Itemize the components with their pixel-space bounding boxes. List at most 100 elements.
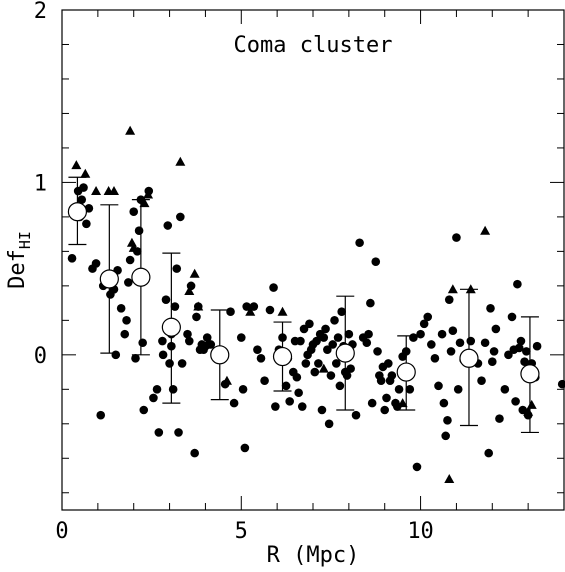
data-point-triangle [128,242,139,252]
data-point-circle [511,397,520,406]
data-point-circle [253,345,262,354]
data-point-circle [355,238,364,248]
data-point-circle [513,279,522,289]
data-point-circle [333,333,343,342]
data-point-circle [416,329,425,339]
data-point-circle [138,338,147,348]
data-point-circle [382,393,391,403]
chart-title: Coma cluster [234,33,393,58]
data-point-circle [423,312,433,322]
y-tick-label: 1 [34,171,47,196]
data-point-triangle [139,198,150,208]
data-point-circle [299,324,309,334]
data-point-circle [152,385,162,394]
data-point-circle [371,257,381,267]
data-point-circle [443,416,452,425]
data-point-circle [77,195,87,204]
data-point-circle [120,329,130,339]
data-point-circle [430,353,440,363]
data-point-circle [134,226,144,235]
data-point-circle [362,338,372,348]
data-point-circle [346,364,355,373]
y-axis-label-sub: HI [16,231,34,249]
data-point-triangle [193,301,204,311]
data-point-circle [79,183,88,192]
data-point-circle [296,336,305,346]
x-tick-label: 10 [407,519,434,544]
data-point-circle [82,219,91,229]
data-point-circle [91,259,101,268]
data-point-circle [183,329,192,339]
data-point-triangle [526,399,537,409]
data-point-triangle [523,406,534,416]
data-point-circle [332,359,341,368]
data-point-circle [495,414,504,423]
data-point-circle [487,357,497,367]
data-point-circle [477,376,486,385]
data-point-triangle [447,284,458,294]
data-point-circle [412,462,422,472]
data-point-circle [149,393,158,403]
data-point-circle [427,340,436,349]
data-point-circle [111,350,121,360]
data-point-circle [500,385,510,394]
data-point-circle [229,398,239,408]
y-tick-labels: 0 1 2 [34,0,47,369]
data-point-circle [165,359,174,368]
data-point-circle [514,343,524,353]
data-point-circle [419,319,429,329]
data-point-circle [437,329,447,339]
data-point-circle [405,385,415,394]
x-tick-labels: 0 5 10 [55,519,433,544]
data-point-triangle [184,286,195,296]
data-point-circle [351,410,361,420]
x-axis-label: R (Mpc) [267,543,360,568]
data-point-triangle [480,225,491,235]
data-point-circle [373,347,382,356]
data-point-triangle [397,398,408,408]
data-point-circle [507,312,517,322]
data-point-circle [364,329,373,339]
data-point-circle [310,367,320,377]
data-point-circle [335,381,345,391]
binned-mean-point [335,343,355,363]
data-point-circle [226,307,235,317]
data-point-circle [491,324,501,334]
data-point-circle [124,278,133,287]
data-point-circle [170,302,180,311]
data-point-triangle [125,125,136,135]
data-point-triangle [245,306,256,316]
data-point-triangle [108,186,119,196]
data-point-circle [466,336,476,346]
data-point-circle [317,405,327,415]
data-point-triangle [126,237,137,247]
data-point-circle [184,336,194,346]
chart-marks [67,125,565,483]
data-point-circle [163,221,173,230]
binned-mean-point [161,317,181,337]
data-point-circle [192,312,201,322]
data-point-circle [453,385,463,394]
data-point-circle [444,295,454,304]
plot-frame [61,9,565,511]
data-point-circle [116,303,126,313]
data-point-circle [305,319,314,329]
binned-mean-point [67,202,88,222]
data-point-circle [240,443,250,453]
data-point-triangle [444,473,455,483]
data-point-circle [292,372,302,382]
data-point-circle [67,253,77,263]
data-point-circle [489,347,499,356]
data-point-circle [484,448,494,458]
y-tick-label: 2 [34,0,47,24]
data-point-circle [256,353,266,363]
data-point-circle [324,419,334,429]
data-point-circle [326,371,336,380]
data-point-triangle [80,168,91,178]
data-point-circle [367,398,377,408]
data-point-circle [337,307,346,317]
data-point-circle [294,388,303,398]
x-tick-label: 5 [235,519,248,544]
x-tick-label: 0 [55,519,68,544]
